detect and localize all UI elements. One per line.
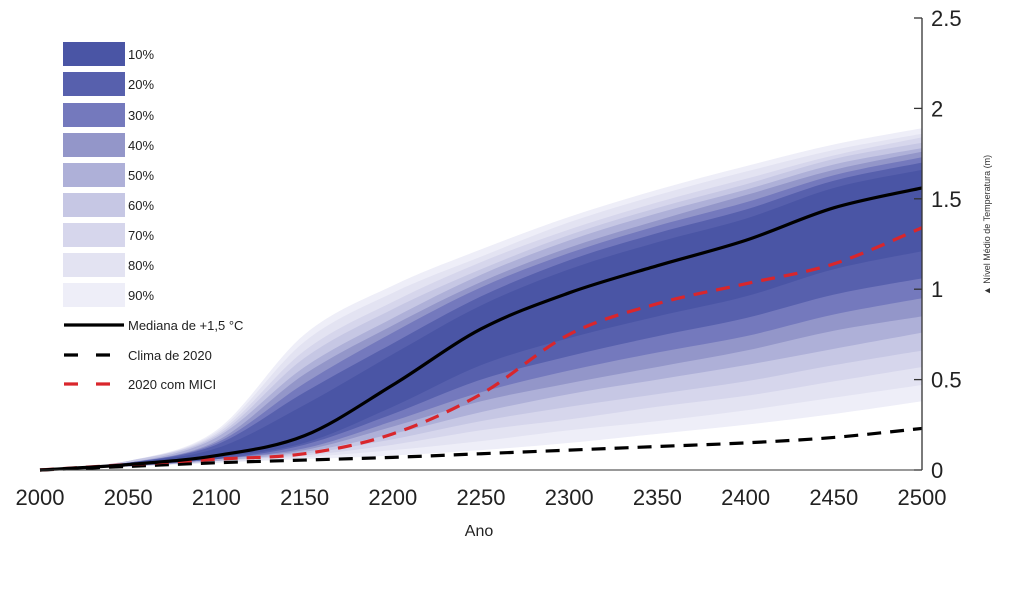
x-tick-label: 2400 (721, 485, 770, 510)
series-line-2 (39, 226, 923, 472)
legend-label: 80% (128, 258, 154, 273)
legend-swatch (63, 223, 125, 247)
percentile-bands (40, 128, 922, 471)
x-tick-label: 2500 (898, 485, 947, 510)
y-tick-label: 2.5 (931, 6, 962, 31)
series-lines (39, 186, 923, 472)
x-tick-label: 2100 (192, 485, 241, 510)
series-line-1 (39, 426, 923, 472)
x-tick-label: 2150 (280, 485, 329, 510)
x-tick-label: 2450 (809, 485, 858, 510)
legend-label: 20% (128, 77, 154, 92)
legend-label: 70% (128, 228, 154, 243)
legend-label: Clima de 2020 (128, 348, 212, 363)
series-line-0 (39, 186, 923, 472)
y-tick-label: 2 (931, 96, 943, 121)
legend-swatch (63, 253, 125, 277)
axes: 0 0.5 1 1.5 2 2.5 2000 2050 2100 2150 2200 2250 2300… (16, 6, 962, 510)
x-tick-label: 2050 (104, 485, 153, 510)
legend: 10% 20% 30% 40% 50% 60% 70% 80% 90% Mediana de +1… (63, 42, 243, 392)
y-axis-label: ▲ Nível Médio de Temperatura (m) (982, 155, 992, 295)
legend-swatch (63, 103, 125, 127)
legend-swatch (63, 163, 125, 187)
legend-label: 30% (128, 108, 154, 123)
y-tick-label: 0.5 (931, 368, 962, 393)
legend-swatch (63, 193, 125, 217)
legend-swatch (63, 72, 125, 96)
y-tick-label: 1 (931, 277, 943, 302)
legend-label: 10% (128, 47, 154, 62)
y-tick-label: 1.5 (931, 187, 962, 212)
legend-label: 50% (128, 168, 154, 183)
x-tick-label: 2200 (368, 485, 417, 510)
y-tick-label: 0 (931, 458, 943, 483)
legend-label: 60% (128, 198, 154, 213)
x-tick-label: 2350 (633, 485, 682, 510)
legend-swatch (63, 283, 125, 307)
legend-label: 40% (128, 138, 154, 153)
legend-swatch (63, 133, 125, 157)
x-tick-label: 2300 (545, 485, 594, 510)
legend-label: 90% (128, 288, 154, 303)
x-axis-label: Ano (465, 523, 494, 540)
legend-label: Mediana de +1,5 °C (128, 318, 243, 333)
band-10pct (40, 169, 922, 470)
x-tick-label: 2000 (16, 485, 65, 510)
x-tick-label: 2250 (457, 485, 506, 510)
legend-label: 2020 com MICI (128, 377, 216, 392)
legend-swatch (63, 42, 125, 66)
